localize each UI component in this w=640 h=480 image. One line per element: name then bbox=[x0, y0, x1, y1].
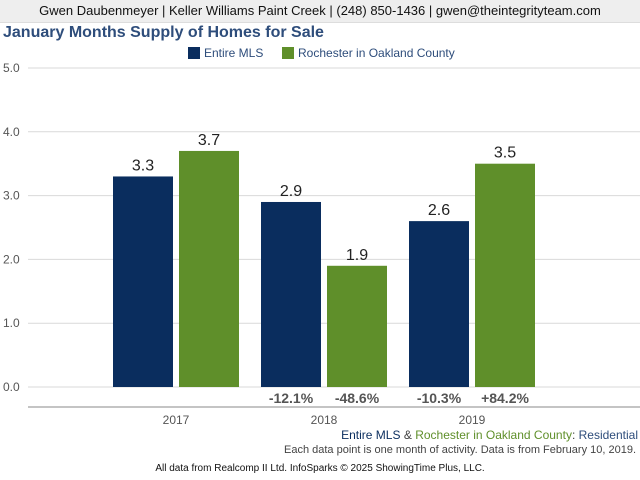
y-tick-label: 0.0 bbox=[3, 380, 20, 394]
bar-value-label: 3.3 bbox=[132, 157, 154, 174]
bar-value-label: 3.7 bbox=[198, 132, 220, 149]
y-axis: 0.0 1.0 2.0 3.0 4.0 5.0 bbox=[3, 61, 20, 394]
bar-chart: 0.0 1.0 2.0 3.0 4.0 5.0 3.3 3.7 2.9 1.9 2.6 3.5 -1… bbox=[3, 46, 640, 427]
legend-label: Entire MLS bbox=[204, 46, 263, 60]
change-label: -12.1% bbox=[269, 390, 314, 406]
bar-rochester-2018 bbox=[327, 265, 387, 387]
footer-series-line: Entire MLS & Rochester in Oakland County… bbox=[341, 428, 638, 442]
legend-label: Rochester in Oakland County bbox=[298, 46, 455, 60]
bar-entire-mls-2017 bbox=[113, 176, 173, 387]
bar-entire-mls-2019 bbox=[409, 221, 469, 387]
x-tick-label: 2017 bbox=[163, 413, 190, 427]
bar-entire-mls-2018 bbox=[261, 201, 321, 387]
change-labels: -12.1% -48.6% -10.3% +84.2% bbox=[269, 390, 530, 406]
legend-swatch bbox=[188, 47, 200, 59]
bar-value-label: 1.9 bbox=[346, 247, 368, 264]
footer-amp: & bbox=[403, 428, 412, 442]
legend-swatch bbox=[282, 47, 294, 59]
bar-rochester-2017 bbox=[179, 150, 239, 387]
bar-value-label: 2.6 bbox=[428, 202, 450, 219]
bars bbox=[113, 150, 535, 387]
y-tick-label: 2.0 bbox=[3, 252, 20, 266]
y-tick-label: 5.0 bbox=[3, 61, 20, 75]
legend: Entire MLS Rochester in Oakland County bbox=[188, 46, 455, 60]
change-label: -10.3% bbox=[417, 390, 462, 406]
footer-series-a: Entire MLS bbox=[341, 428, 401, 442]
footer-colon: : bbox=[571, 428, 576, 442]
y-tick-label: 1.0 bbox=[3, 316, 20, 330]
agent-contact-bar: Gwen Daubenmeyer | Keller Williams Paint… bbox=[0, 0, 640, 23]
x-axis: 2017 2018 2019 bbox=[28, 406, 640, 427]
bar-value-label: 3.5 bbox=[494, 145, 516, 162]
bar-value-label: 2.9 bbox=[280, 183, 302, 200]
y-tick-label: 3.0 bbox=[3, 189, 20, 203]
x-tick-label: 2018 bbox=[311, 413, 338, 427]
bar-labels: 3.3 3.7 2.9 1.9 2.6 3.5 bbox=[132, 132, 516, 264]
change-label: -48.6% bbox=[335, 390, 380, 406]
change-label: +84.2% bbox=[481, 390, 529, 406]
chart-title: January Months Supply of Homes for Sale bbox=[3, 24, 324, 41]
y-tick-label: 4.0 bbox=[3, 125, 20, 139]
bar-rochester-2019 bbox=[475, 163, 535, 387]
data-credit: All data from Realcomp II Ltd. InfoSpark… bbox=[155, 463, 485, 474]
footer-series-b: Rochester in Oakland County bbox=[415, 428, 572, 442]
footer-category: Residential bbox=[578, 428, 638, 442]
data-note: Each data point is one month of activity… bbox=[284, 444, 636, 456]
x-tick-label: 2019 bbox=[459, 413, 486, 427]
